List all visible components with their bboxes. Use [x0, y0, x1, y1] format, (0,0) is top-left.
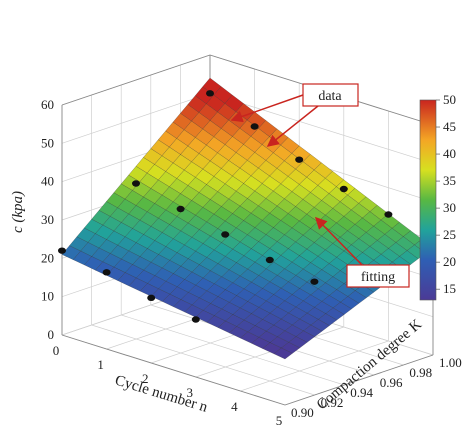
data-point: [102, 269, 111, 276]
y-tick-label: 1.00: [439, 355, 462, 370]
fitting-surface: [61, 77, 434, 360]
colorbar-tick-label: 40: [443, 146, 456, 161]
data-point: [147, 294, 156, 302]
x-tick-label: 4: [231, 399, 238, 414]
surface-patch: [325, 307, 345, 321]
data-point: [295, 156, 304, 163]
tick-labels: 01020304050600123450.900.920.940.960.981…: [41, 97, 462, 428]
x-tick-label: 5: [276, 413, 283, 428]
z-tick-label: 20: [41, 250, 54, 265]
colorbar: 15 20 25 30 35 40 45 50: [419, 92, 456, 301]
annotation-fitting-label: fitting: [361, 270, 395, 285]
data-point: [191, 316, 200, 323]
data-point: [206, 90, 214, 97]
data-points: [58, 90, 393, 323]
x-tick-label: 0: [53, 343, 60, 358]
surface-patch: [340, 296, 360, 310]
y-tick-label: 0.94: [350, 385, 373, 400]
colorbar-tick-label: 45: [443, 119, 456, 134]
z-tick-label: 10: [41, 289, 54, 304]
data-point: [58, 247, 66, 254]
colorbar-tick-label: 15: [443, 281, 456, 296]
data-point: [221, 231, 230, 238]
annotations: data fitting: [230, 83, 410, 288]
z-tick-label: 0: [48, 327, 55, 342]
x-tick-label: 1: [97, 357, 104, 372]
colorbar-tick-label: 35: [443, 173, 456, 188]
z-tick-label: 50: [41, 135, 54, 150]
data-point: [265, 256, 274, 264]
x-tick-label: 3: [187, 385, 194, 400]
z-axis-label: c (kpa): [10, 191, 26, 233]
colorbar-tick-label: 30: [443, 200, 456, 215]
data-point: [132, 180, 140, 187]
data-point: [339, 185, 348, 193]
z-tick-label: 40: [41, 174, 54, 189]
data-point: [310, 278, 319, 285]
surface-patch: [273, 347, 293, 360]
surface-patch: [303, 324, 323, 337]
data-point: [176, 205, 185, 213]
surface-patch: [317, 313, 338, 326]
y-tick-label: 0.90: [291, 405, 314, 420]
colorbar-tick-label: 25: [443, 227, 456, 242]
y-tick-label: 0.92: [321, 395, 344, 410]
z-tick-label: 60: [41, 97, 54, 112]
y-tick-label: 0.98: [409, 365, 432, 380]
data-point: [384, 211, 393, 218]
annotation-data-label: data: [318, 89, 342, 104]
data-point: [250, 123, 259, 130]
surface-patch: [332, 301, 353, 315]
z-tick-label: 30: [41, 212, 54, 227]
colorbar-tick-label: 20: [443, 254, 456, 269]
surface-patch: [288, 336, 308, 349]
colorbar-tick-label: 50: [443, 92, 456, 107]
x-axis-label: Cycle number n: [113, 373, 210, 416]
x-tick-label: 2: [142, 371, 149, 386]
y-tick-label: 0.96: [380, 375, 403, 390]
